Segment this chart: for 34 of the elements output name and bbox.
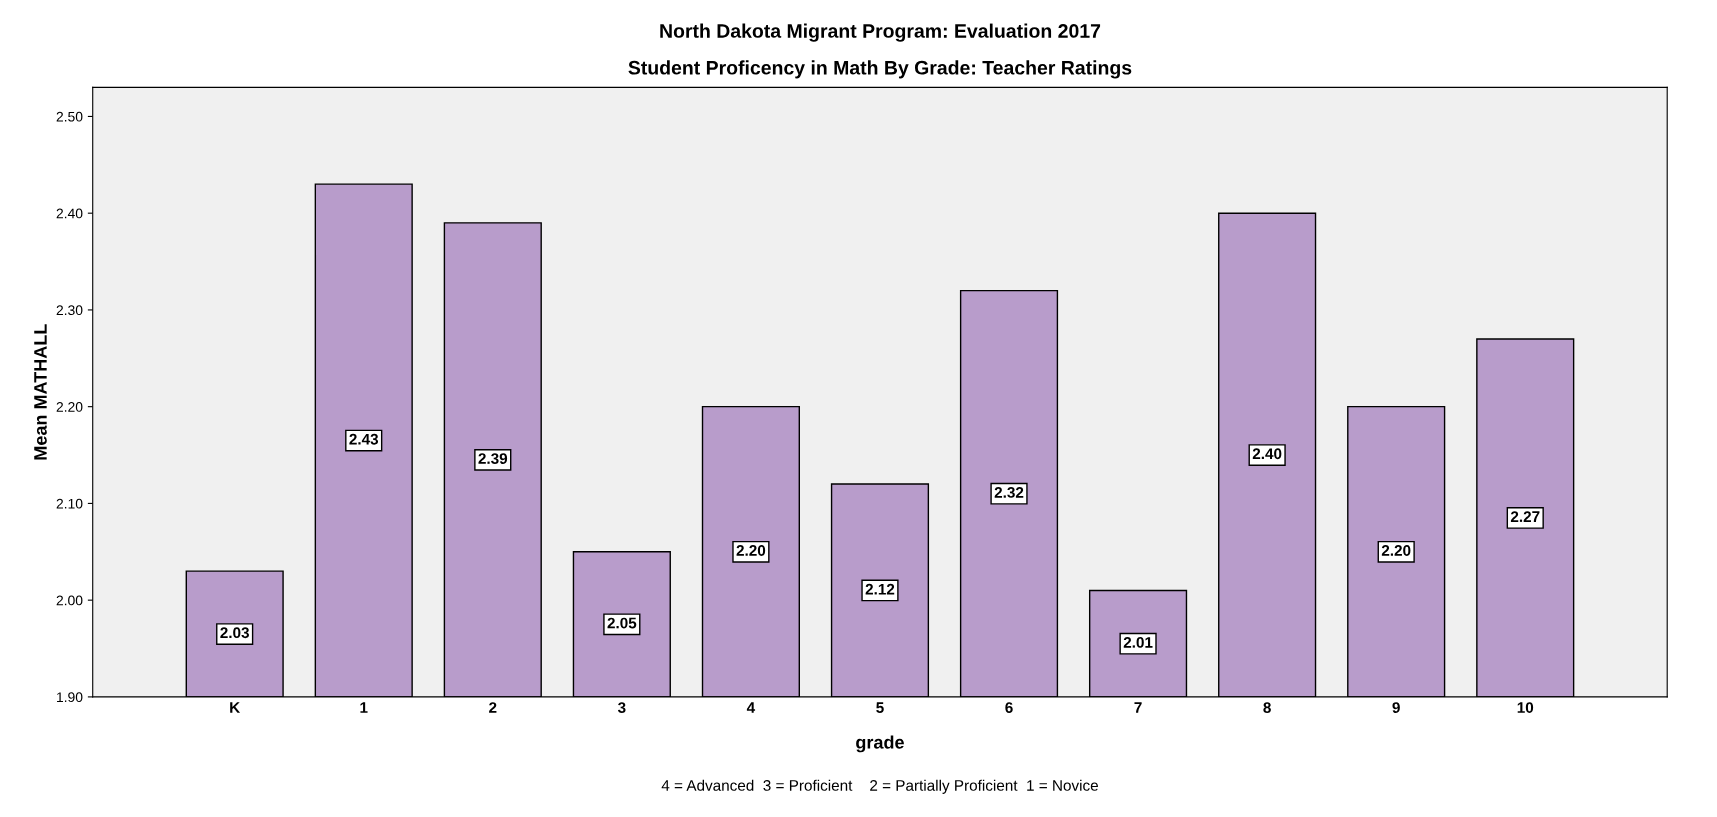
y-tick-label: 2.30 (56, 305, 83, 316)
x-tick-label: 1 (360, 702, 368, 713)
x-tick-label: 10 (1517, 702, 1534, 713)
chart-subtitle: Student Proficency in Math By Grade: Teacher Ratings (628, 60, 1132, 79)
data-label: 2.40 (1252, 448, 1282, 460)
text: 4 = Advanced 3 = Proficient 2 = Partially Proficient 1 = Novice (661, 779, 1098, 794)
y-tick-label: 2.20 (56, 402, 83, 412)
x-tick-label: 8 (1263, 702, 1271, 713)
data-label: 2.43 (349, 433, 379, 445)
y-tick-label: 1.90 (57, 692, 83, 703)
data-label: 2.03 (220, 627, 249, 639)
data-label: 2.05 (607, 617, 637, 629)
data-label: 2.39 (478, 453, 508, 464)
data-label: 2.20 (736, 545, 766, 556)
x-tick-label: 7 (1134, 702, 1142, 713)
data-label: 2.27 (1510, 511, 1540, 522)
x-tick-label: 4 (746, 702, 756, 713)
x-tick-label: 9 (1392, 702, 1400, 713)
y-tick-label: 2.00 (56, 595, 83, 606)
data-label: 2.12 (865, 583, 895, 595)
y-tick-label: 2.10 (56, 498, 83, 509)
y-tick-label: 2.40 (56, 208, 83, 219)
data-label: 2.32 (994, 487, 1024, 498)
x-tick-label: 2 (489, 702, 497, 713)
data-label: 2.20 (1381, 545, 1411, 556)
y-tick-label: 2.50 (56, 111, 83, 122)
x-tick-label: 5 (876, 702, 884, 713)
chart-title: North Dakota Migrant Program: Evaluation 2017 (660, 23, 1101, 42)
x-tick-label: 3 (617, 702, 626, 714)
x-tick-label: 6 (1005, 702, 1013, 713)
x-axis-title: grade (856, 735, 904, 753)
y-axis-title: Mean MATHALL (34, 324, 47, 460)
x-tick-label: K (230, 702, 241, 713)
data-label: 2.01 (1123, 636, 1153, 648)
